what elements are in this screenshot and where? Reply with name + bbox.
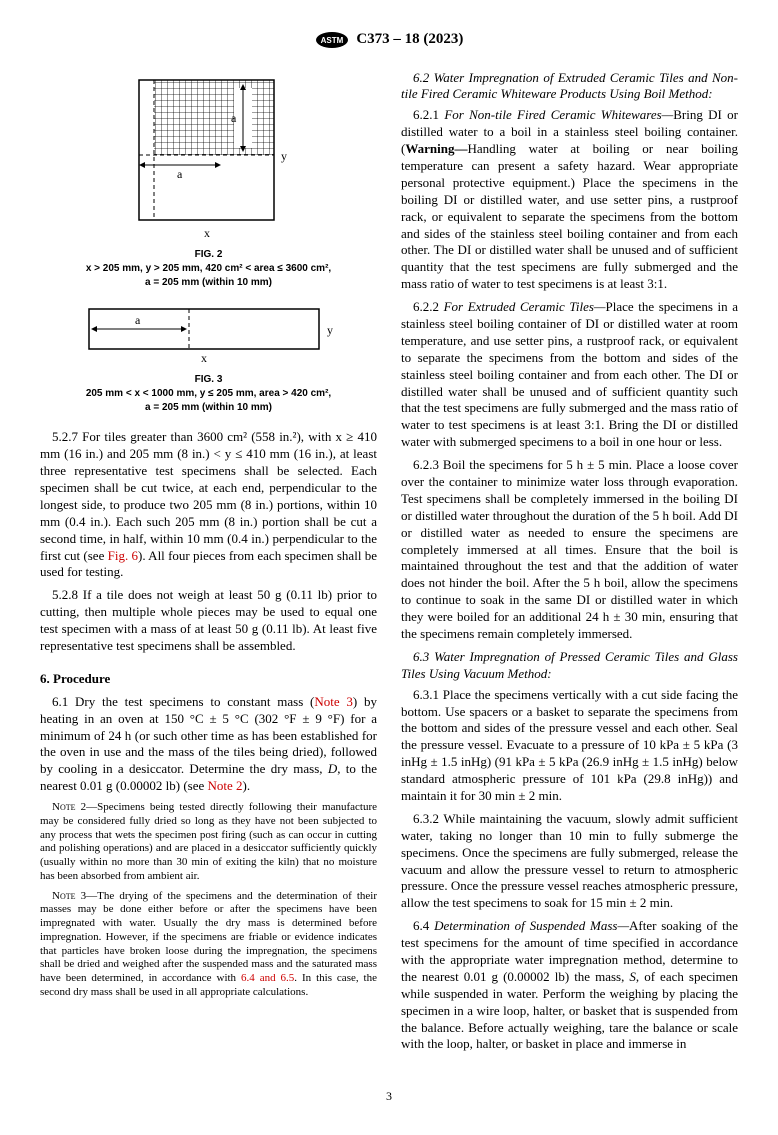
doc-id: C373 – 18 (2023) — [356, 31, 463, 47]
para-5-2-7: 5.2.7 For tiles greater than 3600 cm² (5… — [40, 429, 377, 581]
left-column: a a y x FIG. 2 x > 205 mm, y > 205 mm, 4… — [40, 70, 377, 1060]
para-6-3-1: 6.3.1 Place the specimens vertically wit… — [401, 687, 738, 805]
svg-text:x: x — [201, 351, 207, 364]
para-6-4: 6.4 Determination of Suspended Mass—Afte… — [401, 918, 738, 1053]
page-number: 3 — [40, 1089, 738, 1105]
svg-text:ASTM: ASTM — [320, 36, 343, 45]
content-columns: a a y x FIG. 2 x > 205 mm, y > 205 mm, 4… — [40, 70, 738, 1060]
note2-link[interactable]: Note 2 — [208, 778, 243, 793]
svg-text:x: x — [204, 226, 210, 240]
para-6-2-3: 6.2.3 Boil the specimens for 5 h ± 5 min… — [401, 457, 738, 643]
svg-text:a: a — [177, 167, 183, 181]
right-column: 6.2 Water Impregnation of Extruded Ceram… — [401, 70, 738, 1060]
para-6-3-2: 6.3.2 While maintaining the vacuum, slow… — [401, 811, 738, 912]
para-6-2: 6.2 Water Impregnation of Extruded Ceram… — [401, 70, 738, 104]
page-header: ASTM C373 – 18 (2023) — [40, 30, 738, 50]
svg-text:y: y — [281, 149, 287, 163]
note-3: Note 3—The drying of the specimens and t… — [40, 890, 377, 1000]
para-6-2-2: 6.2.2 For Extruded Ceramic Tiles—Place t… — [401, 299, 738, 451]
para-6-3: 6.3 Water Impregnation of Pressed Cerami… — [401, 649, 738, 683]
svg-text:a: a — [231, 111, 237, 125]
fig2-svg: a a y x — [119, 70, 299, 240]
fig6-link[interactable]: Fig. 6 — [108, 548, 138, 563]
sec-6-4-6-5-link[interactable]: 6.4 and 6.5 — [241, 972, 294, 984]
note3-link[interactable]: Note 3 — [314, 694, 353, 709]
para-5-2-8: 5.2.8 If a tile does not weigh at least … — [40, 587, 377, 655]
para-6-2-1: 6.2.1 For Non-tile Fired Ceramic Whitewa… — [401, 107, 738, 293]
fig3-svg: a y x — [79, 304, 339, 364]
figure-3: a y x FIG. 3 205 mm < x < 1000 mm, y ≤ 2… — [40, 304, 377, 415]
svg-text:y: y — [327, 323, 333, 337]
section-6-heading: 6. Procedure — [40, 671, 377, 688]
figure-2: a a y x FIG. 2 x > 205 mm, y > 205 mm, 4… — [40, 70, 377, 291]
svg-text:a: a — [135, 313, 141, 327]
para-6-1: 6.1 Dry the test specimens to constant m… — [40, 694, 377, 795]
fig3-caption: FIG. 3 205 mm < x < 1000 mm, y ≤ 205 mm,… — [40, 373, 377, 415]
fig2-caption: FIG. 2 x > 205 mm, y > 205 mm, 420 cm² <… — [40, 248, 377, 290]
astm-logo-icon: ASTM — [315, 31, 349, 49]
note-2: Note 2—Specimens being tested directly f… — [40, 801, 377, 884]
